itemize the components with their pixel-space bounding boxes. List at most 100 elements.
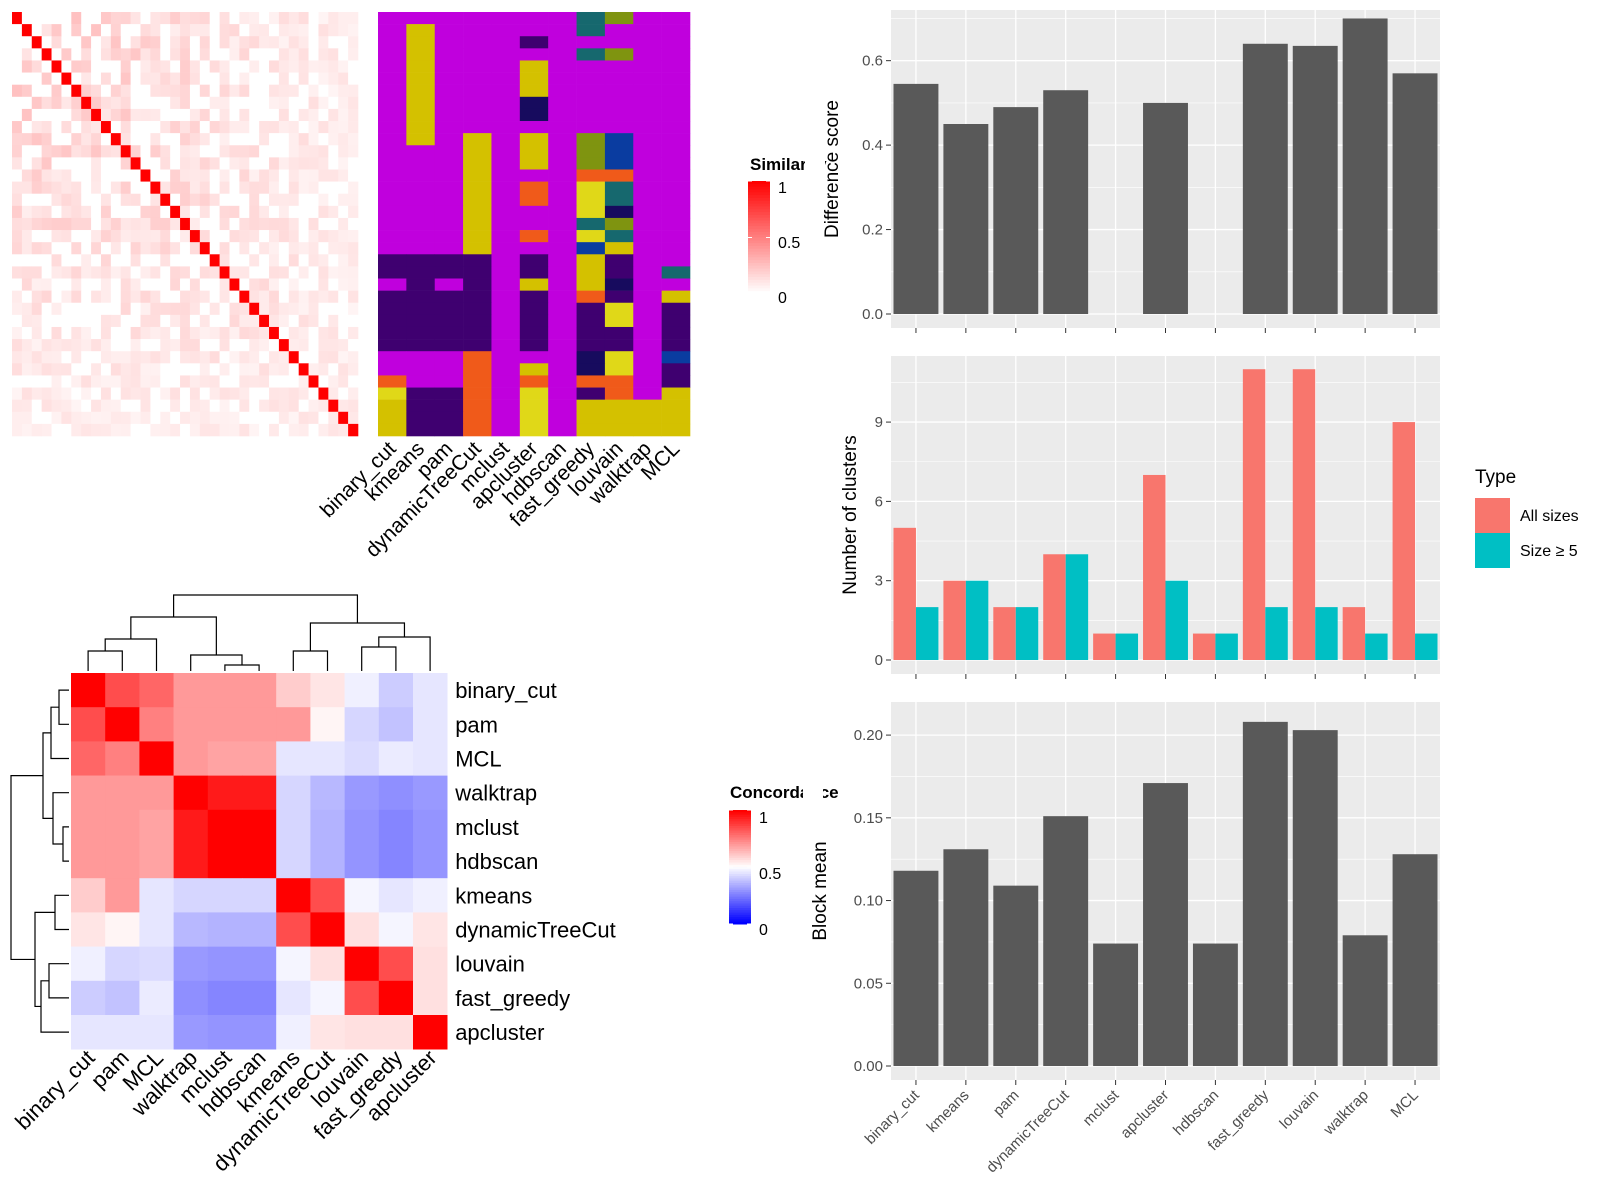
- similarity-cell: [288, 157, 299, 170]
- similarity-cell: [130, 121, 141, 134]
- similarity-cell: [288, 133, 299, 146]
- similarity-cell: [130, 290, 141, 304]
- similarity-cell: [150, 84, 161, 98]
- similarity-cell: [130, 145, 141, 158]
- similarity-cell: [239, 363, 250, 376]
- similarity-cell: [31, 302, 42, 316]
- bar-size-ge-5: [1215, 633, 1238, 660]
- concordance-cell: [173, 741, 209, 776]
- similarity-cell: [170, 181, 181, 195]
- similarity-cell: [259, 121, 270, 134]
- similarity-cell: [209, 60, 220, 73]
- similarity-cell: [91, 84, 102, 98]
- membership-cell: [661, 48, 691, 61]
- membership-cell: [519, 60, 549, 73]
- similarity-cell: [328, 242, 339, 255]
- concordance-legend-step: [729, 892, 751, 895]
- membership-cell: [576, 314, 606, 328]
- similarity-cell: [110, 108, 122, 122]
- similarity-cell: [318, 84, 329, 98]
- concordance-column-dendrogram: [87, 594, 431, 671]
- similarity-cell: [71, 169, 82, 182]
- similarity-cell: [12, 205, 23, 219]
- similarity-cell: [180, 133, 191, 146]
- similarity-cell: [180, 423, 191, 437]
- concordance-cell: [105, 1015, 140, 1050]
- similarity-cell: [120, 157, 131, 170]
- similarity-cell: [308, 108, 319, 122]
- similarity-cell: [209, 84, 220, 98]
- membership-cell: [519, 157, 549, 170]
- similarity-cell: [338, 230, 349, 243]
- membership-cell: [378, 133, 407, 146]
- similarity-cell: [328, 230, 339, 243]
- concordance-cell: [344, 1015, 380, 1050]
- similarity-cell: [199, 387, 211, 400]
- similarity-cell: [81, 399, 92, 413]
- cluster-membership-heatmap: [378, 12, 691, 437]
- similarity-cell: [81, 314, 92, 328]
- similarity-cell: [209, 326, 220, 340]
- similarity-cell: [180, 242, 191, 255]
- membership-cell: [576, 24, 606, 37]
- similarity-cell: [91, 157, 102, 170]
- membership-cell: [661, 36, 691, 49]
- similarity-cell: [219, 363, 230, 376]
- membership-cell: [463, 351, 492, 364]
- membership-cell: [661, 375, 691, 388]
- concordance-legend-step: [729, 832, 751, 836]
- similarity-cell: [150, 363, 161, 376]
- similarity-cell: [130, 363, 141, 376]
- similarity-cell: [180, 375, 191, 388]
- membership-cell: [633, 411, 662, 425]
- similarity-cell: [249, 84, 260, 98]
- similarity-cell: [209, 314, 220, 328]
- bar-size-ge-5: [1115, 633, 1139, 660]
- similarity-legend-step: [748, 279, 770, 284]
- similarity-cell: [41, 314, 52, 328]
- similarity-cell: [140, 387, 151, 400]
- similarity-cell: [31, 339, 42, 352]
- similarity-cell: [51, 181, 62, 195]
- similarity-cell: [61, 157, 72, 170]
- membership-cell: [519, 314, 549, 328]
- similarity-cell: [318, 302, 329, 316]
- membership-cell: [434, 48, 464, 61]
- bar: [1192, 943, 1238, 1066]
- similarity-cell: [348, 242, 359, 255]
- similarity-cell: [21, 375, 33, 388]
- similarity-cell: [160, 36, 171, 49]
- similarity-cell: [318, 351, 329, 364]
- membership-cell: [434, 133, 464, 146]
- similarity-cell: [278, 326, 290, 340]
- similarity-cell: [81, 351, 92, 364]
- similarity-cell: [278, 108, 290, 122]
- similarity-cell: [180, 12, 191, 25]
- membership-cell: [661, 60, 691, 73]
- membership-cell: [661, 242, 691, 255]
- similarity-cell: [110, 399, 122, 413]
- similarity-cell: [71, 84, 82, 98]
- membership-cell: [604, 411, 634, 425]
- similarity-cell: [229, 351, 240, 364]
- similarity-cell: [150, 326, 161, 340]
- similarity-cell: [51, 242, 62, 255]
- concordance-cell: [105, 912, 140, 947]
- membership-cell: [633, 24, 662, 37]
- concordance-cell: [344, 946, 380, 982]
- similarity-cell: [288, 96, 299, 110]
- similarity-cell: [298, 121, 309, 134]
- similarity-legend-colorbar: [748, 180, 770, 295]
- x-category-label: walktrap: [1320, 1087, 1372, 1139]
- concordance-legend-step: [729, 830, 751, 834]
- membership-cell: [463, 12, 492, 25]
- similarity-cell: [229, 12, 240, 25]
- similarity-cell: [160, 121, 171, 134]
- bar: [1143, 102, 1188, 314]
- similarity-cell: [278, 84, 290, 98]
- similarity-cell: [81, 133, 92, 146]
- similarity-cell: [21, 230, 33, 243]
- concordance-cell: [71, 1015, 106, 1050]
- membership-cell: [633, 205, 662, 219]
- similarity-cell: [328, 24, 339, 37]
